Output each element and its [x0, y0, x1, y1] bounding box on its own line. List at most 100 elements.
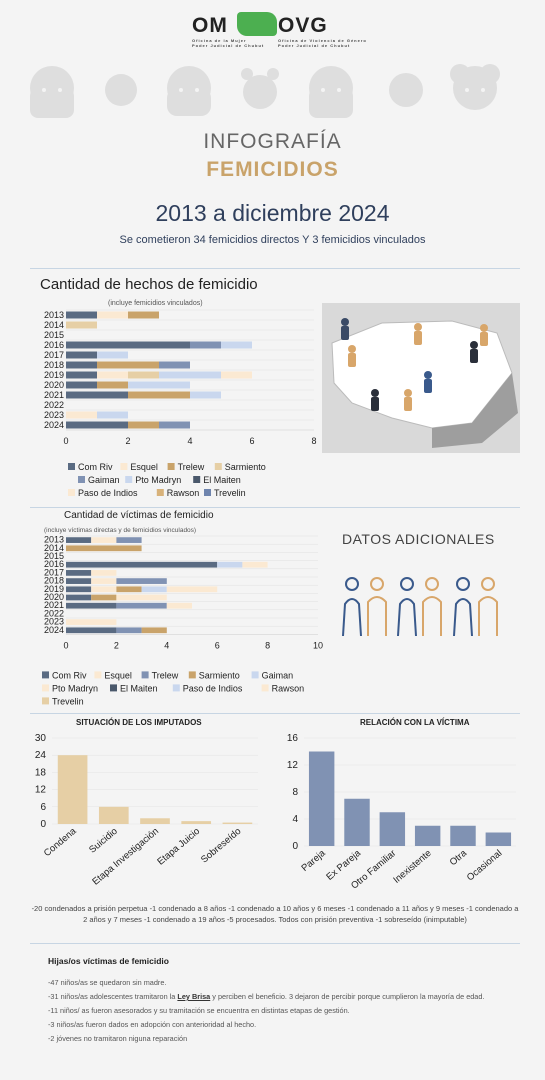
legend-swatch: [125, 476, 133, 483]
legend-swatch: [68, 463, 75, 470]
y-tick-label: 2018: [44, 360, 64, 370]
x-tick-label: 8: [311, 436, 316, 446]
title-femicidios: FEMICIDIOS: [206, 158, 339, 181]
legend-swatch: [188, 671, 196, 679]
y-tick-label: 12: [35, 785, 47, 796]
x-tick-label: 0: [63, 640, 68, 650]
hijas-title: Hijas/os víctimas de femicidio: [48, 956, 169, 966]
legend-label: Com Riv: [78, 462, 113, 472]
y-tick-label: 2021: [44, 600, 64, 610]
bar-segment: [190, 391, 221, 399]
bar-segment: [221, 371, 252, 379]
bar-segment: [66, 411, 97, 419]
bar: [308, 751, 335, 846]
legend-label: Paso de Indios: [183, 683, 243, 693]
y-tick-label: 16: [287, 733, 299, 744]
bar-segment: [128, 381, 190, 389]
bar: [222, 822, 253, 824]
hijas-item: -11 niños/ as fueron asesorados y su tra…: [48, 1006, 350, 1015]
y-tick-label: 4: [292, 814, 298, 825]
y-tick-label: 18: [35, 767, 47, 778]
legend-label: Paso de Indios: [78, 488, 138, 498]
logo-om-sub2: Poder Judicial de Chubut: [192, 43, 265, 48]
y-tick-label: 8: [292, 787, 298, 798]
y-tick-label: 2023: [44, 617, 64, 627]
x-tick-label: Condena: [42, 825, 79, 859]
bar-segment: [66, 570, 92, 576]
y-tick-label: 2015: [44, 551, 64, 561]
ley-brisa-link[interactable]: Ley Brisa: [177, 992, 211, 1001]
x-tick-label: 8: [265, 640, 270, 650]
bar-segment: [66, 391, 128, 399]
legend-label: Com Riv: [52, 670, 87, 680]
bar-segment: [166, 586, 218, 593]
couples-illustration: [342, 577, 498, 637]
y-tick-label: 2022: [44, 608, 64, 618]
logo-om-sub1: Oficina de la Mujer: [192, 38, 247, 43]
y-tick-label: 12: [287, 760, 299, 771]
bar-segment: [116, 627, 142, 634]
bar-segment: [66, 351, 97, 359]
bar-segment: [66, 381, 97, 389]
hijas-item: -47 niños/as se quedaron sin madre.: [48, 978, 167, 987]
bar-segment: [221, 341, 252, 349]
legend-label: Sarmiento: [199, 670, 240, 680]
legend-swatch: [42, 671, 49, 679]
face-icon: [309, 66, 353, 118]
legend-label: Trevelin: [214, 488, 246, 498]
bar-segment: [66, 371, 97, 379]
bar-segment: [66, 594, 92, 601]
legend-swatch: [172, 684, 180, 692]
legend-swatch: [141, 671, 149, 679]
bar-segment: [97, 371, 128, 379]
bar-segment: [91, 586, 117, 593]
bar-segment: [97, 351, 128, 359]
bar-segment: [66, 421, 128, 429]
legend-swatch: [110, 684, 117, 692]
x-tick-label: Etapa Juicio: [155, 826, 202, 868]
legend-label: Sarmiento: [225, 462, 266, 472]
legend-label: El Maiten: [120, 683, 158, 693]
bar: [344, 798, 370, 846]
bar-segment: [190, 341, 221, 349]
bar: [485, 832, 512, 846]
chart1-title: Cantidad de hechos de femicidio: [40, 276, 258, 293]
bar-segment: [66, 586, 92, 593]
y-tick-label: 2019: [44, 370, 64, 380]
bar: [450, 825, 476, 846]
x-tick-label: 0: [63, 436, 68, 446]
logo-ovg-sub1: Oficina de Violencia de Género: [278, 38, 367, 43]
face-icon: [167, 66, 211, 116]
man-icon: [478, 577, 498, 636]
face-icon: [450, 64, 500, 110]
bar-segment: [66, 578, 92, 584]
legend-swatch: [42, 684, 49, 692]
bar-segment: [141, 627, 167, 634]
legend-label: Rawson: [167, 488, 200, 498]
legend-label: Trelew: [178, 462, 205, 472]
chart2-subtitle: (incluye víctimas directas y de femicidi…: [44, 527, 197, 534]
logo-om: OM Oficina de la Mujer Poder Judicial de…: [192, 14, 265, 48]
hijas-item: -2 jóvenes no tramitaron niguna reparaci…: [48, 1034, 188, 1043]
man-icon: [422, 577, 442, 636]
y-tick-label: 2017: [44, 350, 64, 360]
chubut-map-logo: [237, 12, 277, 36]
x-tick-label: 4: [164, 640, 169, 650]
bar-segment: [128, 311, 159, 319]
title-infografia: INFOGRAFÍA: [203, 130, 342, 153]
datos-adicionales-title: DATOS ADICIONALES: [342, 531, 495, 547]
bar-segment: [66, 561, 218, 568]
bar-segment: [128, 421, 159, 429]
bar-segment: [91, 594, 117, 601]
bar-segment: [66, 321, 97, 329]
bar-segment: [66, 545, 142, 552]
y-tick-label: 2020: [44, 380, 64, 390]
bar: [414, 825, 441, 846]
women-faces-illustration: [30, 64, 500, 118]
y-tick-label: 2024: [44, 420, 64, 430]
bar: [181, 821, 212, 824]
hijas-item: -31 niños/as adolescentes tramitaron la …: [48, 992, 485, 1001]
x-tick-label: Ocasional: [465, 848, 504, 884]
face-icon: [389, 73, 423, 107]
